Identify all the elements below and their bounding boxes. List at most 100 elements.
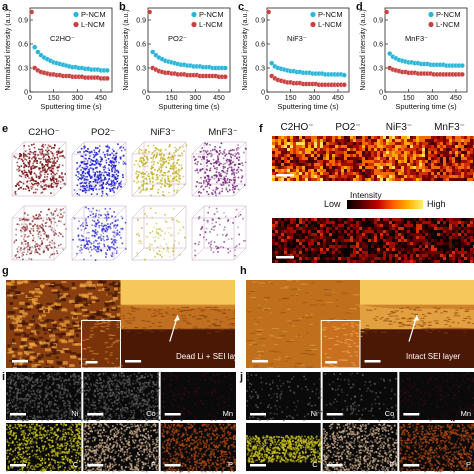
e-ion-label-3: NiF3⁻ [150, 127, 176, 138]
x-axis-label: Sputtering time (s) [277, 102, 339, 111]
x-tick-label: 150 [166, 95, 178, 102]
panel-label-j: j [240, 371, 244, 383]
scale-bar [326, 464, 343, 467]
y-tick-label: 0.9 [255, 18, 265, 25]
x-tick-label: 450 [450, 95, 462, 102]
data-point [341, 72, 347, 78]
x-tick-label: 300 [189, 95, 201, 102]
intensity-map [425, 136, 474, 181]
scale-bar [87, 464, 104, 467]
y-tick-label: 0.6 [255, 42, 265, 49]
eds-map-ni: Ni [246, 372, 323, 422]
legend-marker [73, 21, 79, 28]
eds-map-co: Co [83, 372, 161, 422]
element-label: C [312, 460, 318, 469]
data-point [387, 51, 393, 57]
scale-bar [403, 464, 420, 467]
data-point [147, 9, 153, 15]
element-label: C [73, 460, 79, 469]
panel-label-f: f [259, 123, 263, 135]
f-ion-label-3: NiF3⁻ [385, 122, 413, 133]
scale-bar [85, 361, 98, 364]
y-tick-label: 0.6 [373, 42, 383, 49]
x-tick-label: 150 [48, 95, 60, 102]
data-point [459, 63, 465, 69]
y-tick-label: 0 [261, 90, 265, 97]
e-ion-label-4: MnF3⁻ [208, 127, 238, 138]
eds-map-mn: Mn [399, 372, 474, 422]
ion-annotation: C2HO⁻ [50, 34, 75, 43]
cube [131, 141, 188, 197]
panel-label-h: h [240, 265, 247, 277]
ion-annotation: NiF3⁻ [287, 34, 307, 43]
x-tick-label: 450 [213, 95, 225, 102]
data-point [222, 74, 228, 80]
x-tick-label: 450 [332, 95, 344, 102]
y-axis-label: Normalized intensity (a.u.) [123, 9, 130, 90]
panel-label-d: d [356, 1, 363, 13]
scale-bar [164, 413, 181, 416]
eds-map-p: P [160, 423, 236, 473]
y-tick-label: 0.9 [373, 18, 383, 25]
data-point [459, 71, 465, 77]
legend-label: L-NCM [436, 20, 460, 29]
plot-frame [384, 7, 468, 93]
element-label: F [390, 460, 395, 469]
eds-map-f: F [83, 423, 160, 473]
cube [11, 205, 67, 261]
data-point [269, 60, 275, 66]
element-label: Ni [71, 409, 78, 418]
x-axis-label: Sputtering time (s) [395, 102, 457, 111]
scale-bar [276, 256, 294, 259]
eds-map-p: P [399, 423, 474, 473]
legend-marker [428, 21, 434, 28]
intensity-colorbar [347, 200, 423, 209]
intensity-map [374, 218, 425, 263]
intensity-map [272, 136, 323, 181]
sem-image-h [246, 280, 474, 368]
element-label: Ni [311, 409, 318, 418]
sem-image-g [6, 280, 235, 368]
element-label: Co [146, 409, 156, 418]
data-point [150, 49, 156, 55]
data-point [104, 67, 110, 73]
element-label: Mn [223, 409, 233, 418]
eds-map-co: Co [322, 372, 398, 422]
data-point [29, 9, 35, 15]
eds-maps-j: Ni Co Mn C F P [246, 372, 474, 473]
cube [131, 205, 187, 261]
legend-label: P-NCM [318, 10, 343, 19]
panel-label-i: i [2, 371, 6, 383]
data-point [222, 65, 228, 71]
x-tick-label: 0 [28, 95, 32, 102]
panel-label-c: c [238, 1, 245, 13]
x-tick-label: 450 [95, 95, 107, 102]
y-tick-label: 0 [379, 90, 383, 97]
x-axis-label: Sputtering time (s) [158, 102, 220, 111]
y-axis-label: Normalized intensity (a.u.) [360, 9, 367, 90]
element-label: Mn [461, 409, 471, 418]
y-tick-label: 0.3 [18, 66, 28, 73]
y-tick-label: 0 [142, 90, 146, 97]
cube [191, 205, 247, 261]
intensity-map [374, 136, 425, 181]
element-label: P [466, 460, 471, 469]
legend-marker [428, 11, 434, 18]
cube [71, 205, 127, 261]
x-tick-label: 300 [426, 95, 438, 102]
cube [191, 141, 247, 197]
scale-bar [10, 413, 26, 416]
plot-frame [29, 7, 113, 93]
scale-bar [12, 360, 28, 363]
x-tick-label: 300 [308, 95, 320, 102]
legend-marker [310, 11, 316, 18]
x-axis-label: Sputtering time (s) [40, 102, 102, 111]
legend-label: P-NCM [199, 10, 224, 19]
y-tick-label: 0.3 [255, 66, 265, 73]
e-ion-label-1: C2HO⁻ [28, 127, 60, 138]
eds-map-c: C [6, 423, 83, 473]
colorbar-low: Low [324, 199, 341, 209]
legend-label: L-NCM [81, 20, 105, 29]
